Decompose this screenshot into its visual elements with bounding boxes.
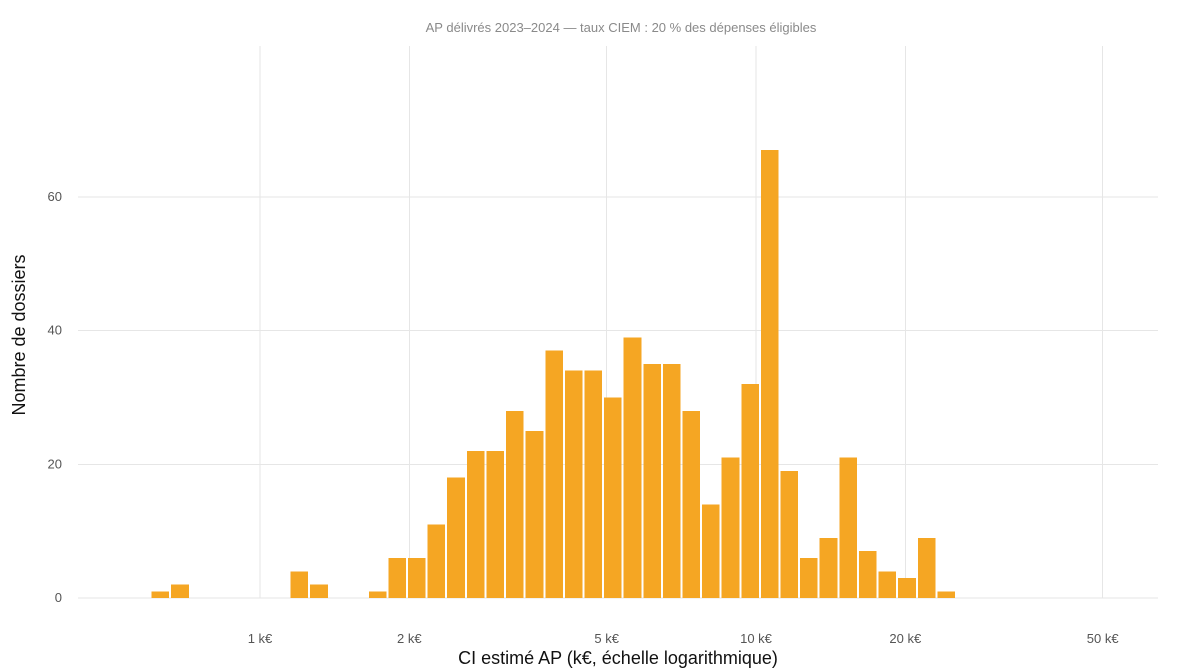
- histogram-bar: [447, 477, 465, 598]
- histogram-bar: [937, 591, 955, 598]
- histogram-bar: [839, 457, 857, 598]
- histogram-bar: [310, 584, 328, 598]
- histogram-bar: [898, 577, 916, 598]
- chart-title: AP délivrés 2023–2024 — taux CIEM : 20 %…: [426, 20, 817, 35]
- histogram-bar: [171, 584, 189, 598]
- histogram-bar: [290, 571, 309, 598]
- histogram-bar: [643, 364, 661, 598]
- y-tick-label: 0: [55, 590, 62, 605]
- histogram-bar: [662, 364, 681, 598]
- x-tick-label: 10 k€: [740, 631, 773, 646]
- histogram-bar: [151, 591, 170, 598]
- y-tick-label: 40: [48, 323, 62, 338]
- histogram-bar: [780, 470, 799, 598]
- histogram-bar: [721, 457, 740, 598]
- histogram-bar: [427, 524, 446, 598]
- histogram-bar: [545, 350, 563, 598]
- y-tick-label: 20: [48, 456, 62, 471]
- histogram-bar: [819, 537, 838, 598]
- histogram-bar: [388, 557, 407, 598]
- histogram-bar: [878, 571, 897, 598]
- histogram-bar: [408, 557, 426, 598]
- histogram-bar: [858, 551, 877, 598]
- x-tick-label: 20 k€: [889, 631, 922, 646]
- tick-labels: 0 20 40 60 1 k€ 2 k€ 5 k€ 10 k€ 20 k€ 50 k€: [48, 189, 1120, 646]
- histogram-bar: [741, 384, 759, 598]
- x-tick-label: 1 k€: [248, 631, 273, 646]
- y-tick-label: 60: [48, 189, 62, 204]
- x-tick-label: 5 k€: [594, 631, 619, 646]
- histogram-bar: [800, 557, 818, 598]
- x-tick-label: 2 k€: [397, 631, 422, 646]
- histogram-bar: [584, 370, 603, 598]
- histogram-bar: [466, 450, 485, 598]
- histogram-bar: [917, 537, 936, 598]
- x-axis-title: CI estimé AP (k€, échelle logarithmique): [458, 648, 778, 668]
- histogram-bar: [623, 337, 642, 598]
- bars: [151, 150, 955, 599]
- histogram-bar: [760, 150, 779, 599]
- histogram-bar: [368, 591, 387, 598]
- x-tick-label: 50 k€: [1087, 631, 1120, 646]
- histogram-bar: [506, 410, 524, 598]
- histogram-bar: [702, 504, 720, 598]
- y-axis-title: Nombre de dossiers: [9, 254, 29, 415]
- histogram-bar: [604, 397, 622, 598]
- histogram-bar: [564, 370, 583, 598]
- histogram-bar: [682, 410, 701, 598]
- histogram-bar: [525, 430, 544, 598]
- grid: [78, 46, 1158, 599]
- histogram-bar: [486, 450, 505, 598]
